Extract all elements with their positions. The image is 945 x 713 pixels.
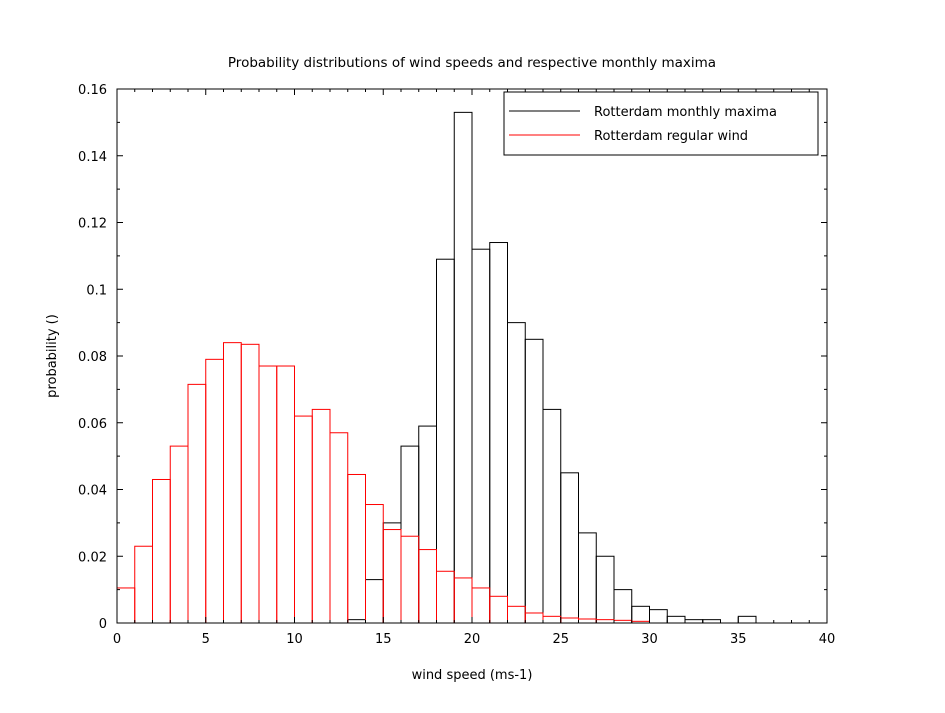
bar-monthly-maxima-21	[737, 615, 757, 624]
bar-monthly-maxima-9	[507, 322, 526, 624]
x-tick-label: 35	[730, 632, 747, 647]
x-tick-label: 30	[641, 632, 658, 647]
bar-monthly-maxima-13	[578, 532, 597, 624]
y-tick-label: 0.16	[78, 83, 107, 98]
bar-monthly-maxima-0	[347, 619, 366, 624]
bar-monthly-maxima-3	[400, 445, 420, 624]
y-tick-label: 0.02	[78, 550, 107, 565]
y-tick-label: 0.08	[78, 350, 107, 365]
y-tick-label: 0.1	[86, 283, 107, 298]
x-tick-label: 25	[552, 632, 569, 647]
bar-regular-wind-7	[240, 343, 260, 624]
bar-regular-wind-3	[169, 445, 189, 624]
legend: Rotterdam monthly maxima Rotterdam regul…	[503, 91, 819, 156]
bar-regular-wind-2	[152, 478, 171, 624]
bar-regular-wind-27	[595, 619, 615, 624]
bar-monthly-maxima-16	[631, 605, 650, 624]
y-tick-label: 0.14	[78, 150, 107, 165]
bar-regular-wind-1	[134, 545, 153, 624]
bar-regular-wind-4	[187, 383, 207, 624]
y-tick-label: 0.12	[78, 217, 107, 232]
bar-regular-wind-6	[223, 342, 242, 624]
y-tick-label: 0.06	[78, 417, 107, 432]
legend-box	[503, 91, 819, 156]
bar-monthly-maxima-12	[560, 472, 579, 624]
bar-monthly-maxima-14	[595, 555, 615, 624]
bar-regular-wind-9	[276, 365, 295, 624]
bar-regular-wind-18	[436, 570, 455, 624]
bar-monthly-maxima-18	[666, 615, 686, 624]
y-tick-label: 0	[99, 617, 107, 632]
bar-regular-wind-23	[524, 612, 544, 624]
bar-monthly-maxima-19	[684, 619, 704, 624]
bar-monthly-maxima-1	[365, 579, 384, 624]
bar-regular-wind-12	[329, 432, 349, 624]
bar-regular-wind-0	[116, 587, 136, 624]
bar-monthly-maxima-11	[542, 408, 562, 624]
bar-regular-wind-16	[400, 535, 420, 624]
bar-regular-wind-14	[365, 504, 384, 624]
bar-regular-wind-19	[453, 577, 473, 624]
bar-regular-wind-13	[347, 473, 366, 624]
bar-monthly-maxima-6	[453, 111, 473, 624]
y-axis-label: probability ()	[45, 314, 60, 398]
axis-ticks: 0 5 10 15 20 25 30 35 40 0 0.02 0.04 0.06 0.08 0.1 0.12…	[78, 83, 835, 647]
bar-regular-wind-24	[542, 615, 562, 624]
x-tick-label: 15	[375, 632, 392, 647]
bar-monthly-maxima-15	[613, 589, 633, 624]
x-tick-label: 0	[113, 632, 121, 647]
x-tick-label: 40	[819, 632, 836, 647]
bar-monthly-maxima-2	[382, 522, 402, 624]
bar-regular-wind-11	[311, 408, 331, 624]
x-axis-label: wind speed (ms-1)	[412, 668, 533, 683]
x-tick-label: 10	[286, 632, 303, 647]
bar-regular-wind-22	[507, 605, 526, 624]
bar-regular-wind-25	[560, 617, 579, 624]
bar-regular-wind-10	[294, 415, 313, 624]
bar-regular-wind-20	[471, 587, 491, 624]
bar-monthly-maxima-4	[418, 425, 437, 624]
bar-monthly-maxima-5	[436, 258, 455, 624]
bar-monthly-maxima-8	[489, 242, 508, 624]
chart-title: Probability distributions of wind speeds…	[228, 55, 716, 71]
y-tick-label: 0.04	[78, 484, 107, 499]
bar-monthly-maxima-10	[524, 338, 544, 624]
legend-label-regular-wind: Rotterdam regular wind	[594, 129, 748, 144]
bar-monthly-maxima-7	[471, 248, 491, 624]
x-tick-label: 20	[464, 632, 481, 647]
bar-regular-wind-5	[205, 358, 224, 624]
x-tick-label: 5	[202, 632, 210, 647]
legend-label-monthly-maxima: Rotterdam monthly maxima	[594, 105, 777, 120]
bar-regular-wind-26	[578, 618, 597, 624]
bar-regular-wind-8	[258, 365, 278, 624]
bar-monthly-maxima-17	[649, 609, 668, 624]
bars-layer	[116, 111, 757, 624]
bar-regular-wind-15	[382, 529, 402, 624]
bar-monthly-maxima-20	[702, 619, 721, 624]
bar-regular-wind-21	[489, 595, 508, 624]
bar-regular-wind-17	[418, 549, 437, 624]
